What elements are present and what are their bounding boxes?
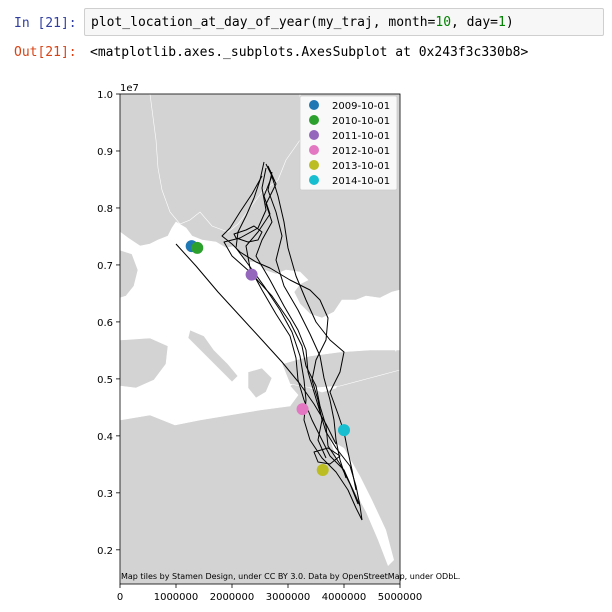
y-tick-label: 0.9 <box>97 147 113 158</box>
x-tick-label: 0 <box>117 592 123 603</box>
legend-label: 2010-10-01 <box>332 116 390 127</box>
basemap-scandinavia <box>149 94 301 233</box>
legend-label: 2011-10-01 <box>332 131 390 142</box>
basemap-caspian <box>386 300 400 352</box>
basemap-uk <box>120 249 139 299</box>
legend-marker <box>309 160 319 170</box>
basemap-italy <box>187 329 239 383</box>
y-offset-label: 1e7 <box>120 83 139 94</box>
legend-label: 2013-10-01 <box>332 161 390 172</box>
trajectory-line <box>269 169 357 491</box>
x-tick-label: 5000000 <box>378 592 423 603</box>
trajectory-line <box>267 171 347 479</box>
trajectory-line <box>223 167 359 505</box>
trajectory-line <box>313 447 341 465</box>
code-day-value: 1 <box>498 15 506 30</box>
basemap-greece <box>247 367 273 399</box>
trajectory-lines <box>175 161 363 521</box>
y-tick-label: 0.2 <box>97 546 113 557</box>
basemap-black-sea <box>292 318 346 340</box>
legend-marker <box>309 145 319 155</box>
x-tick-label: 2000000 <box>210 592 255 603</box>
point-2012-10-01 <box>296 403 309 416</box>
y-tick-label: 0.6 <box>97 318 113 329</box>
scatter-points <box>185 240 350 477</box>
legend-marker <box>309 115 319 125</box>
trajectory-line <box>175 243 337 445</box>
x-tick-label: 1000000 <box>154 592 199 603</box>
y-tick-label: 0.4 <box>97 432 113 443</box>
trajectory-line <box>235 161 363 521</box>
legend-box <box>299 95 398 191</box>
code-text-mid: , day= <box>451 15 498 30</box>
point-2011-10-01 <box>245 268 258 281</box>
x-tick-label: 3000000 <box>266 592 311 603</box>
y-tick-label: 0.8 <box>97 204 113 215</box>
point-2010-10-01 <box>191 241 204 254</box>
code-text-end: ) <box>505 15 514 30</box>
basemap-iberia <box>120 337 169 389</box>
axes-frame <box>119 93 401 585</box>
legend-marker <box>309 175 319 185</box>
y-tick-label: 0.3 <box>97 489 113 500</box>
trajectory-line <box>221 175 329 459</box>
legend-label: 2012-10-01 <box>332 146 390 157</box>
point-2014-10-01 <box>338 424 350 437</box>
output-prompt: Out[21]: <box>14 45 77 60</box>
y-tick-label: 1.0 <box>97 90 113 101</box>
legend: 2009-10-01 2010-10-01 2011-10-01 2012-10-01… <box>299 95 398 191</box>
code-text: plot_location_at_day_of_year(my_traj, mo… <box>91 15 436 30</box>
legend-marker <box>309 130 319 140</box>
y-tick-label: 0.7 <box>97 261 113 272</box>
code-month-value: 10 <box>435 15 452 30</box>
basemap-red-sea <box>330 440 394 566</box>
legend-label: 2014-10-01 <box>332 176 390 187</box>
y-tick-label: 0.5 <box>97 375 113 386</box>
code-cell-input[interactable]: plot_location_at_day_of_year(my_traj, mo… <box>84 8 604 36</box>
x-axis: 0 1000000 2000000 3000000 4000000 5000000 <box>117 584 422 603</box>
legend-label: 2009-10-01 <box>332 101 390 112</box>
x-tick-label: 4000000 <box>322 592 367 603</box>
input-prompt: In [21]: <box>14 16 77 31</box>
legend-marker <box>309 100 319 110</box>
cell-output-text: <matplotlib.axes._subplots.AxesSubplot a… <box>90 45 529 60</box>
map-attribution: Map tiles by Stamen Design, under CC BY … <box>121 572 460 581</box>
trajectory-line <box>233 225 263 243</box>
point-2013-10-01 <box>316 464 329 477</box>
y-axis: 1.0 0.9 0.8 0.7 0.6 0.5 0.4 0.3 0.2 <box>97 90 120 557</box>
